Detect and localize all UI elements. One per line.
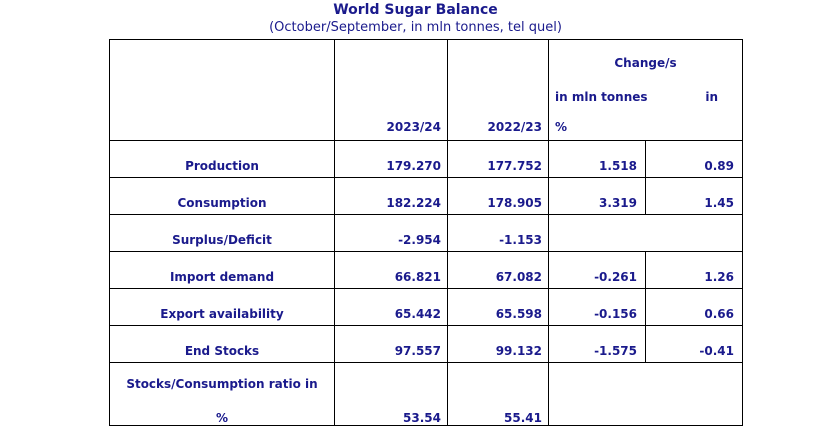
header-change: Change/s in mln tonnes in %: [548, 39, 743, 141]
cell-change-pct: 1.45: [645, 177, 743, 215]
cell-change-pct: 0.66: [645, 288, 743, 326]
row-label: Import demand: [109, 251, 335, 289]
cell-change-mln: 3.319: [548, 177, 646, 215]
header-change-mln: in mln tonnes: [555, 90, 648, 104]
cell-2023-24: 66.821: [334, 251, 448, 289]
header-2022-23: 2022/23: [447, 39, 549, 141]
cell-2022-23: 55.41: [447, 362, 549, 426]
table-row: Consumption 182.224 178.905 3.319 1.45: [109, 177, 743, 215]
header-2023-24: 2023/24: [334, 39, 448, 141]
page-subtitle: (October/September, in mln tonnes, tel q…: [269, 20, 562, 35]
cell-2023-24: 97.557: [334, 325, 448, 363]
header-change-in: in: [705, 90, 718, 104]
table-row: Export availability 65.442 65.598 -0.156…: [109, 288, 743, 326]
cell-change-mln: -0.261: [548, 251, 646, 289]
cell-change-mln: -0.156: [548, 288, 646, 326]
header-empty-cell: [109, 39, 335, 141]
ratio-label-line1: Stocks/Consumption ratio in: [126, 377, 318, 391]
table-row: Production 179.270 177.752 1.518 0.89: [109, 140, 743, 178]
table-row: Import demand 66.821 67.082 -0.261 1.26: [109, 251, 743, 289]
cell-change-empty: [548, 214, 743, 252]
cell-change-pct: -0.41: [645, 325, 743, 363]
cell-2023-24: 182.224: [334, 177, 448, 215]
table-header-row: 2023/24 2022/23 Change/s in mln tonnes i…: [109, 39, 743, 141]
sugar-balance-table: 2023/24 2022/23 Change/s in mln tonnes i…: [109, 39, 743, 426]
cell-2023-24: 179.270: [334, 140, 448, 178]
cell-2022-23: 177.752: [447, 140, 549, 178]
row-label: End Stocks: [109, 325, 335, 363]
cell-change-mln: 1.518: [548, 140, 646, 178]
table-row: End Stocks 97.557 99.132 -1.575 -0.41: [109, 325, 743, 363]
header-change-pct: %: [555, 120, 568, 134]
cell-2022-23: 65.598: [447, 288, 549, 326]
cell-change-pct: 1.26: [645, 251, 743, 289]
cell-2022-23: 178.905: [447, 177, 549, 215]
row-label: Surplus/Deficit: [109, 214, 335, 252]
ratio-label-line2: %: [215, 411, 229, 425]
header-change-title: Change/s: [614, 56, 677, 70]
cell-2022-23: 99.132: [447, 325, 549, 363]
cell-2022-23: 67.082: [447, 251, 549, 289]
cell-change-mln: -1.575: [548, 325, 646, 363]
cell-change-empty: [548, 362, 743, 426]
table-row: Surplus/Deficit -2.954 -1.153: [109, 214, 743, 252]
cell-change-pct: 0.89: [645, 140, 743, 178]
row-label: Consumption: [109, 177, 335, 215]
cell-2023-24: 65.442: [334, 288, 448, 326]
cell-2023-24: 53.54: [334, 362, 448, 426]
page-title: World Sugar Balance: [333, 2, 498, 18]
row-label-ratio: Stocks/Consumption ratio in %: [109, 362, 335, 426]
row-label: Export availability: [109, 288, 335, 326]
cell-2023-24: -2.954: [334, 214, 448, 252]
row-label: Production: [109, 140, 335, 178]
cell-2022-23: -1.153: [447, 214, 549, 252]
table-row-ratio: Stocks/Consumption ratio in % 53.54 55.4…: [109, 362, 743, 426]
